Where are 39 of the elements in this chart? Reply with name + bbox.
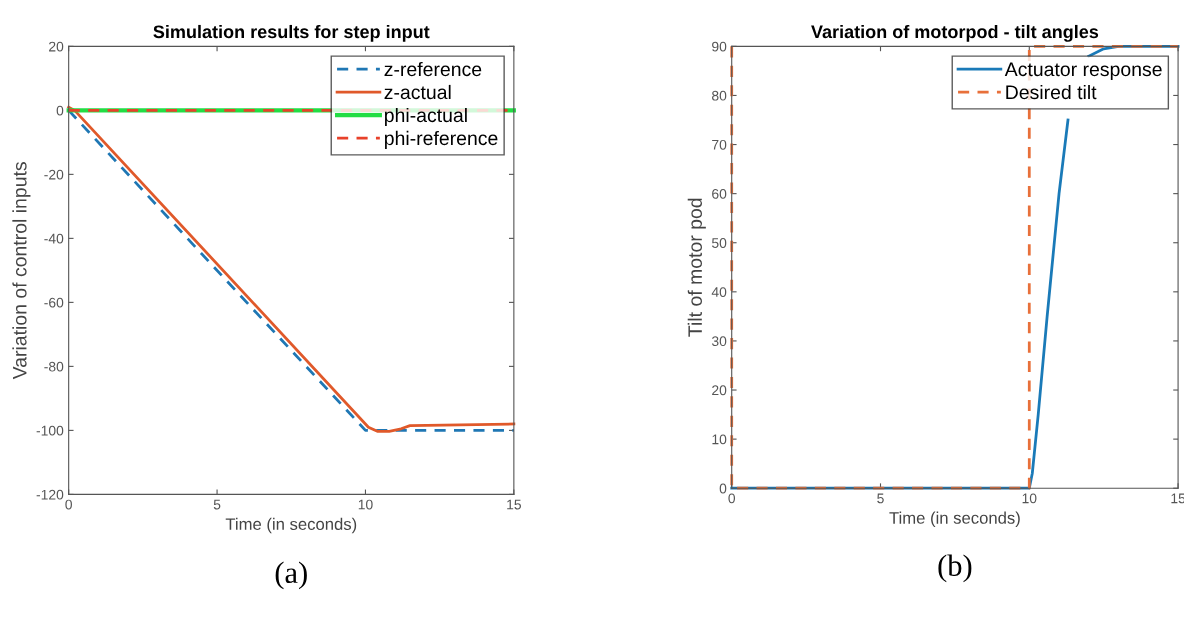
y-tick-label: 40 [711,287,727,297]
y-tick-label: 80 [712,90,727,101]
y-tick-label: 20 [712,385,727,396]
text: (a) [275,561,307,590]
legend-label: phi-reference [385,130,498,149]
y-tick-label: -20 [44,169,64,180]
legend-label: Actuator response [1004,62,1162,81]
y-tick-label: -80 [44,361,64,372]
chart-title: Variation of motorpod - tilt angles [811,24,1099,42]
chart-title: Simulation results for step input [153,24,430,42]
x-axis-title: Time (in seconds) [889,511,1020,528]
x-tick-label: 15 [507,499,521,510]
legend-label: z-actual [384,84,451,100]
legend-label: z-reference [384,61,482,77]
x-tick-label: 10 [1022,493,1037,504]
y-axis-title: Tilt of motor pod [687,198,706,337]
x-tick-label: 0 [728,493,736,504]
y-tick-label: 10 [712,434,727,445]
y-tick-label: 20 [49,41,64,52]
x-tick-label: 0 [65,499,72,510]
y-axis-title: Variation of control inputs [12,162,31,380]
y-tick-label: 50 [711,238,727,248]
y-tick-label: 0 [719,483,727,494]
x-tick-label: 10 [358,499,373,510]
x-tick-label: 5 [213,499,221,510]
text: (b) [938,554,972,583]
legend-label: phi-actual [385,107,467,127]
y-tick-label: 90 [712,41,727,52]
y-tick-label: -40 [44,233,64,244]
y-tick-label: -60 [44,297,64,308]
x-tick-label: 5 [877,493,884,504]
y-tick-label: -120 [36,489,64,500]
legend-label: Desired tilt [1006,84,1097,100]
y-tick-label: 70 [712,139,727,150]
y-tick-label: 30 [711,336,727,347]
x-axis-title: Time (in seconds) [225,517,357,534]
y-tick-label: -100 [36,425,64,436]
y-tick-label: 0 [56,105,64,116]
y-tick-label: 60 [712,188,727,199]
